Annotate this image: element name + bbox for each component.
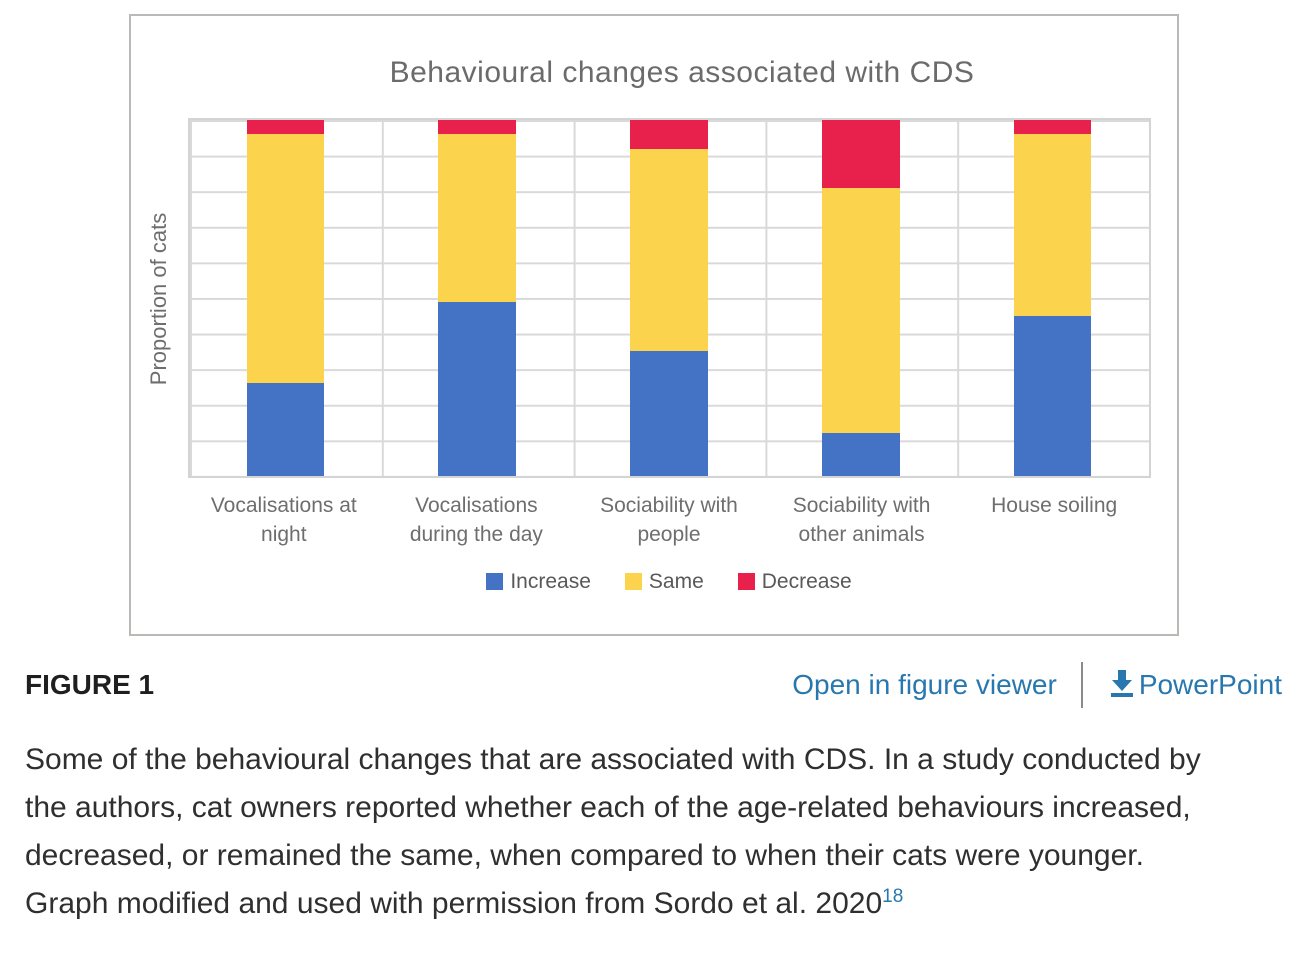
stacked-bar — [438, 120, 517, 476]
stacked-bar — [821, 120, 900, 476]
bar-segment-decrease — [246, 120, 325, 135]
legend-swatch-same — [624, 573, 642, 591]
legend-item-increase: Increase — [486, 570, 591, 594]
bar-column — [765, 120, 957, 476]
x-axis-category-label: Sociability with other animals — [792, 494, 931, 546]
bar-segment-decrease — [630, 120, 708, 149]
link-divider — [1080, 662, 1083, 708]
legend-swatch-increase — [486, 573, 504, 591]
bar-column — [957, 120, 1149, 476]
figure-meta-row: FIGURE 1 Open in figure viewer PowerPoin… — [25, 662, 1282, 708]
caption-reference-number[interactable]: 18 — [882, 886, 904, 907]
chart-legend: Increase Same Decrease — [188, 570, 1151, 594]
x-axis-category-label: Vocalisations at night — [210, 494, 357, 546]
bar-segment-same — [1013, 134, 1092, 316]
bar-segment-same — [821, 187, 900, 434]
legend-item-same: Same — [624, 569, 704, 594]
open-in-figure-viewer-link[interactable]: Open in figure viewer — [792, 669, 1057, 700]
stacked-bar — [1013, 120, 1092, 476]
bar-segment-same — [630, 148, 708, 352]
stacked-bar — [630, 120, 708, 476]
x-axis-labels: Vocalisations at night Vocalisations duri… — [188, 478, 1151, 550]
bar-segment-decrease — [438, 120, 517, 135]
figure-links: Open in figure viewer PowerPoint — [792, 662, 1282, 708]
x-axis-category-label: Vocalisations during the day — [409, 494, 543, 546]
x-axis-category-label: Sociability with people — [600, 494, 738, 546]
caption-text: Some of the behavioural changes that are… — [25, 743, 1201, 920]
figure-panel: Behavioural changes associated with CDS … — [128, 14, 1179, 636]
legend-swatch-decrease — [737, 573, 755, 591]
x-axis-category-label: House soiling — [991, 494, 1118, 517]
bar-segment-increase — [821, 433, 900, 476]
plot-area — [187, 118, 1151, 478]
y-axis-label: Proportion of cats — [145, 212, 171, 386]
bar-column — [573, 120, 765, 476]
legend-item-decrease: Decrease — [737, 569, 852, 594]
chart-title: Behavioural changes associated with CDS — [389, 56, 975, 89]
legend-label: Increase — [510, 569, 591, 593]
bar-column — [381, 120, 573, 476]
bar-segment-decrease — [821, 120, 900, 188]
bar-segment-same — [438, 134, 517, 302]
bar-segment-increase — [630, 351, 708, 476]
figure-label: FIGURE 1 — [25, 669, 155, 700]
figure-caption: Some of the behavioural changes that are… — [25, 736, 1225, 928]
legend-label: Decrease — [761, 569, 852, 593]
chart: Proportion of cats — [131, 118, 1177, 478]
bar-column — [190, 120, 382, 476]
bar-segment-same — [246, 134, 325, 384]
bar-segment-increase — [438, 301, 517, 476]
download-arrow-icon — [1107, 666, 1137, 705]
legend-label: Same — [648, 569, 704, 593]
stacked-bar — [246, 120, 325, 476]
powerpoint-download-link[interactable]: PowerPoint — [1107, 666, 1282, 705]
bar-segment-decrease — [1013, 120, 1092, 135]
bar-segment-increase — [1013, 315, 1092, 476]
bar-segment-increase — [246, 383, 325, 476]
powerpoint-link-label: PowerPoint — [1138, 669, 1282, 700]
